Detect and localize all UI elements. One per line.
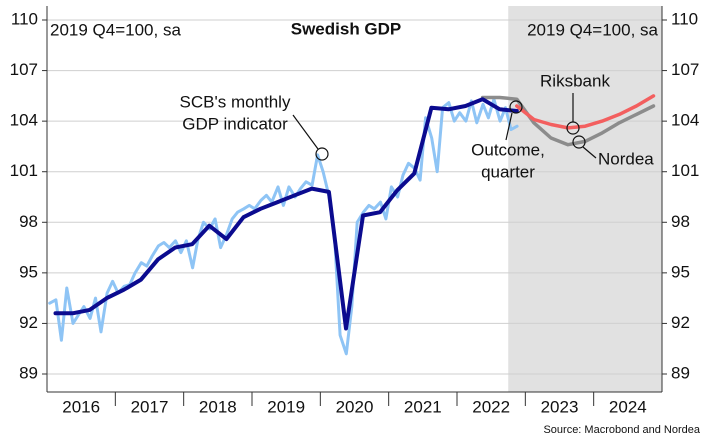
y2-tick-label: 95 (671, 262, 690, 281)
pointer-circle (315, 147, 329, 161)
y2-axis-label: 2019 Q4=100, sa (527, 20, 658, 39)
x-tick-label: 2020 (336, 397, 374, 416)
annotation: Nordea (598, 149, 654, 168)
y2-tick-label: 92 (671, 313, 690, 332)
pointer-line (292, 114, 319, 150)
series-line (515, 94, 656, 130)
y-tick-label: 95 (19, 262, 38, 281)
forecast-area (508, 6, 662, 392)
y-tick-label: 101 (10, 161, 38, 180)
y-tick-label: 104 (10, 111, 38, 130)
y2-tick-label: 104 (671, 111, 699, 130)
x-tick-label: 2021 (404, 397, 442, 416)
x-tick-label: 2019 (267, 397, 305, 416)
pointer-line (582, 146, 597, 159)
x-tick-label: 2024 (609, 397, 647, 416)
x-tick-label: 2016 (62, 397, 100, 416)
pointer-circle (509, 100, 523, 114)
y2-tick-label: 110 (671, 9, 698, 28)
y2-tick-label: 101 (671, 161, 699, 180)
y-tick-label: 110 (11, 9, 38, 28)
y-tick-label: 89 (19, 363, 38, 382)
y-tick-label: 98 (19, 212, 38, 231)
series-line (53, 97, 519, 331)
annotation: quarter (481, 162, 535, 181)
x-tick-label: 2023 (541, 397, 579, 416)
y-tick-label: 92 (19, 313, 38, 332)
y2-tick-label: 89 (671, 363, 690, 382)
annotation: GDP indicator (182, 114, 288, 133)
annotation: SCB's monthly (180, 92, 291, 111)
pointer-line (505, 112, 513, 141)
chart-title: Swedish GDP (291, 19, 402, 38)
y-axis-label: 2019 Q4=100, sa (50, 20, 181, 39)
y2-tick-label: 107 (671, 60, 699, 79)
source: Source: Macrobond and Nordea (543, 424, 700, 436)
annotation: Riksbank (540, 71, 610, 90)
annotation: Outcome, (471, 140, 545, 159)
series-line (480, 95, 656, 147)
y2-tick-label: 98 (671, 212, 690, 231)
x-tick-label: 2018 (199, 397, 237, 416)
y-tick-label: 107 (10, 60, 38, 79)
pointer-circle (572, 135, 586, 149)
x-tick-label: 2017 (131, 397, 169, 416)
x-tick-label: 2022 (472, 397, 510, 416)
